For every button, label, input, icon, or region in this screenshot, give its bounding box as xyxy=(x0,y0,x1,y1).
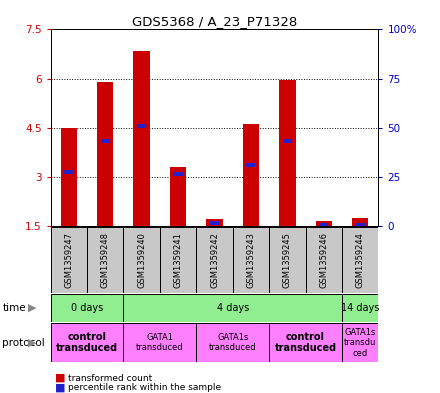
Bar xyxy=(133,51,150,226)
Bar xyxy=(101,139,110,143)
Text: GSM1359248: GSM1359248 xyxy=(101,232,110,288)
Bar xyxy=(173,172,183,176)
Text: percentile rank within the sample: percentile rank within the sample xyxy=(68,384,221,392)
Bar xyxy=(319,223,328,227)
Bar xyxy=(124,294,342,322)
Text: GATA1s
transdu
ced: GATA1s transdu ced xyxy=(344,328,376,358)
Bar xyxy=(124,227,160,293)
Text: GSM1359245: GSM1359245 xyxy=(283,232,292,288)
Bar xyxy=(279,80,296,226)
Bar xyxy=(64,170,73,174)
Bar xyxy=(233,227,269,293)
Text: ▶: ▶ xyxy=(28,303,36,313)
Text: GSM1359246: GSM1359246 xyxy=(319,232,328,288)
Bar xyxy=(51,227,87,293)
Bar xyxy=(87,227,124,293)
Text: GATA1
transduced: GATA1 transduced xyxy=(136,333,183,353)
Text: protocol: protocol xyxy=(2,338,45,348)
Text: ■: ■ xyxy=(55,383,66,393)
Bar xyxy=(137,124,146,128)
Bar xyxy=(342,294,378,322)
Bar xyxy=(210,221,219,225)
Bar xyxy=(269,227,305,293)
Bar xyxy=(283,139,292,143)
Bar xyxy=(51,323,124,362)
Bar xyxy=(305,227,342,293)
Text: GSM1359240: GSM1359240 xyxy=(137,232,146,288)
Bar xyxy=(315,221,332,226)
Bar xyxy=(196,323,269,362)
Text: control
transduced: control transduced xyxy=(56,332,118,353)
Text: 4 days: 4 days xyxy=(216,303,249,313)
Text: control
transduced: control transduced xyxy=(275,332,337,353)
Bar xyxy=(170,167,186,226)
Bar xyxy=(342,323,378,362)
Bar xyxy=(352,218,368,226)
Bar xyxy=(97,82,114,226)
Bar xyxy=(196,227,233,293)
Bar xyxy=(269,323,342,362)
Bar xyxy=(243,125,259,226)
Text: ■: ■ xyxy=(55,373,66,383)
Bar xyxy=(124,323,196,362)
Title: GDS5368 / A_23_P71328: GDS5368 / A_23_P71328 xyxy=(132,15,297,28)
Text: GSM1359247: GSM1359247 xyxy=(64,232,73,288)
Text: transformed count: transformed count xyxy=(68,374,152,382)
Bar xyxy=(342,227,378,293)
Bar xyxy=(246,163,256,167)
Text: 14 days: 14 days xyxy=(341,303,379,313)
Bar xyxy=(160,227,196,293)
Bar xyxy=(356,223,365,227)
Text: GSM1359242: GSM1359242 xyxy=(210,232,219,288)
Text: GSM1359243: GSM1359243 xyxy=(246,232,256,288)
Text: time: time xyxy=(2,303,26,313)
Bar xyxy=(61,128,77,226)
Text: GSM1359241: GSM1359241 xyxy=(173,232,183,288)
Text: ▶: ▶ xyxy=(28,338,36,348)
Text: GATA1s
transduced: GATA1s transduced xyxy=(209,333,257,353)
Text: GSM1359244: GSM1359244 xyxy=(356,232,365,288)
Bar xyxy=(206,219,223,226)
Bar xyxy=(51,294,124,322)
Text: 0 days: 0 days xyxy=(71,303,103,313)
